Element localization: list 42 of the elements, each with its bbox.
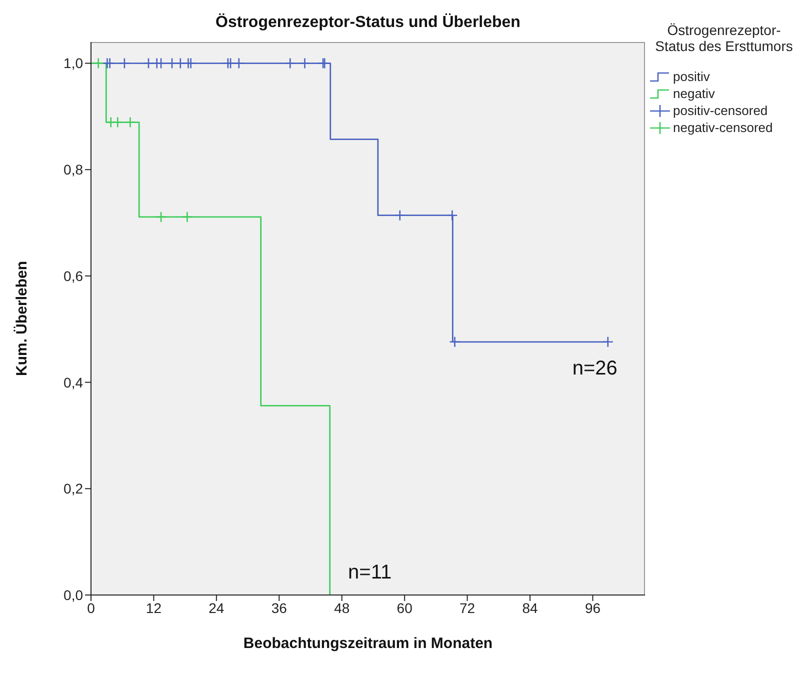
point (284, 58, 296, 69)
point (142, 58, 154, 69)
annotation: n=26 (572, 357, 618, 380)
x-tick-label: 84 (522, 600, 538, 616)
legend-label: negativ (673, 86, 715, 101)
point (182, 211, 193, 223)
x-tick-label: 96 (584, 600, 601, 616)
x-tick-label: 36 (271, 600, 288, 616)
y-tick-label: 0,4 (64, 374, 84, 390)
point (155, 211, 167, 223)
x-tick-label: 12 (146, 600, 162, 616)
y-axis-title: Kum. Überleben (13, 260, 30, 376)
point (299, 58, 310, 69)
point (104, 58, 116, 69)
point (233, 58, 245, 69)
point (166, 58, 178, 69)
point (118, 58, 130, 69)
point (224, 58, 236, 69)
point (112, 116, 124, 128)
x-tick-label: 24 (208, 600, 224, 616)
point (394, 210, 406, 221)
y-tick-label: 0,2 (64, 480, 84, 497)
y-tick-label: 0,0 (64, 586, 84, 603)
y-tick-label: 0,6 (64, 268, 84, 284)
legend-label: positiv-censored (673, 103, 768, 118)
y-tick-label: 1,0 (64, 55, 84, 72)
x-tick-label: 60 (396, 600, 413, 616)
x-axis-title: Beobachtungszeitraum in Monaten (243, 635, 493, 652)
legend-label: positiv (673, 69, 710, 84)
x-tick-label: 48 (334, 600, 350, 616)
y-tick-label: 0,8 (64, 162, 84, 178)
point (124, 116, 136, 128)
point (185, 58, 196, 69)
point (446, 210, 458, 221)
point (602, 336, 614, 348)
x-tick-label: 72 (460, 600, 476, 616)
legend-label: negativ-censored (673, 120, 773, 135)
chart-title: Östrogenrezeptor-Status und Überleben (214, 14, 522, 32)
legend-title: Östrogenrezeptor-Status des Ersttumors (654, 22, 794, 54)
annotation: n=11 (348, 562, 392, 584)
x-tick-label: 0 (87, 600, 96, 616)
point (449, 336, 460, 348)
